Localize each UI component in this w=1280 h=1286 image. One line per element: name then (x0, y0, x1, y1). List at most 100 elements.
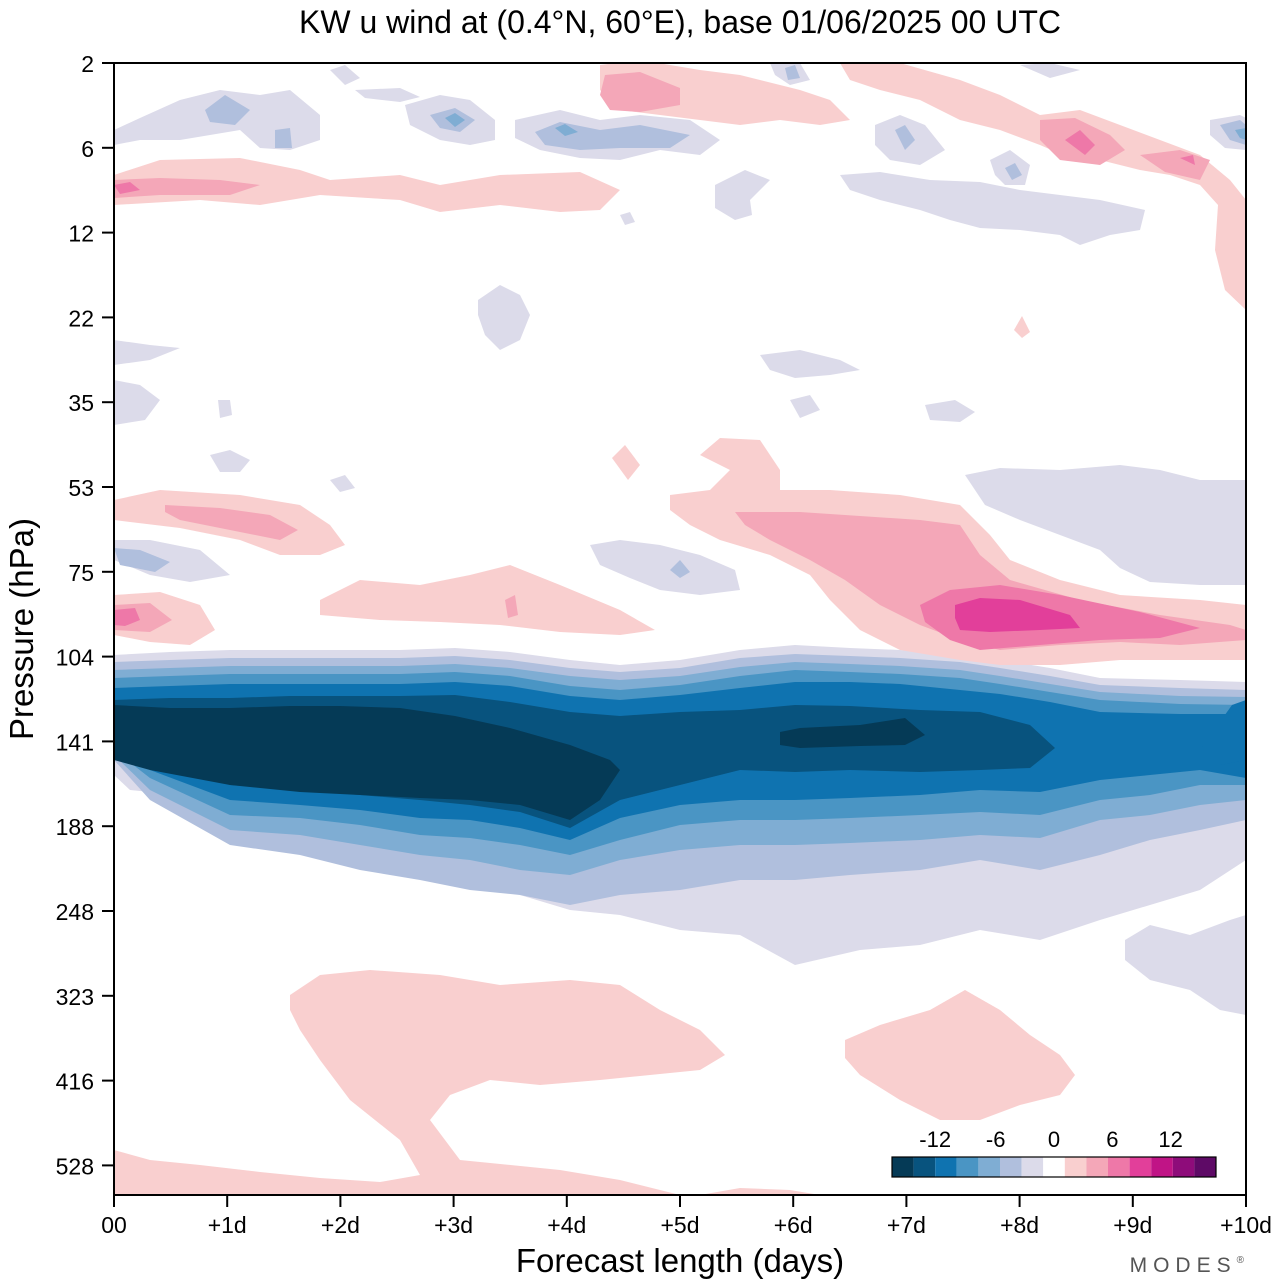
contour-fill-20 (612, 445, 640, 480)
x-tick-label: +10d (1220, 1212, 1272, 1238)
contour-fill-25 (600, 72, 680, 112)
contour-fill-57 (1020, 63, 1080, 78)
contour-fill-17 (600, 63, 850, 125)
colorbar-cell (1129, 1157, 1152, 1177)
colorbar: -12 -6 0 6 12 (891, 1127, 1217, 1178)
y-tick-label: 53 (68, 475, 94, 501)
y-tick-label: 416 (56, 1069, 94, 1095)
x-tick-label: 00 (101, 1212, 127, 1238)
colorbar-cell (1151, 1157, 1173, 1177)
y-axis-ticks: 2 6 12 22 35 53 75 104 141 188 248 323 416 528 (56, 51, 114, 1179)
colorbar-cell (1000, 1157, 1022, 1177)
brand-registered-mark: ® (1237, 1255, 1250, 1266)
contour-fill-53 (965, 465, 1246, 585)
contour-fill-14 (114, 970, 725, 1195)
colorbar-label: 12 (1158, 1127, 1182, 1152)
contour-fill-43 (478, 285, 530, 350)
brand-name: MODES (1130, 1254, 1237, 1277)
contour-fill-49 (210, 450, 250, 472)
y-tick-label: 22 (68, 305, 94, 331)
contour-fill-44 (114, 340, 180, 365)
y-tick-label: 35 (68, 390, 94, 416)
contour-fill-51 (114, 540, 230, 582)
contour-fill-33 (114, 182, 140, 194)
contour-fill-48 (925, 400, 975, 422)
contour-fill-55 (330, 65, 360, 85)
contour-fill-60 (620, 212, 635, 225)
contour-fill-66 (1220, 120, 1246, 145)
colorbar-cell (978, 1157, 1000, 1177)
colorbar-cell (1108, 1157, 1130, 1177)
y-tick-label: 2 (81, 51, 94, 77)
contour-fill-9 (114, 158, 620, 212)
contour-fill-67 (275, 128, 292, 148)
contour-fill-47 (790, 395, 820, 418)
contour-fill-64 (895, 125, 915, 150)
colorbar-cell (956, 1157, 979, 1177)
y-tick-label: 6 (81, 136, 94, 162)
x-tick-label: +6d (774, 1212, 813, 1238)
colorbar-cell (1021, 1157, 1044, 1177)
contour-fill-41 (715, 170, 770, 220)
colorbar-label: 6 (1106, 1127, 1118, 1152)
contour-fill-45 (114, 380, 160, 425)
colorbar-label: 0 (1048, 1127, 1060, 1152)
contour-fill-69 (670, 560, 690, 578)
x-axis-title: Forecast length (days) (516, 1242, 844, 1279)
y-axis-title: Pressure (hPa) (3, 518, 40, 740)
x-tick-label: +3d (434, 1212, 473, 1238)
contour-fill-34 (114, 608, 140, 626)
colorbar-cell (1172, 1157, 1195, 1177)
contour-fill-52 (590, 540, 740, 595)
contour-fill-54 (1125, 915, 1246, 1015)
contour-fill-73 (1235, 128, 1246, 140)
x-tick-label: +5d (660, 1212, 699, 1238)
x-tick-label: +2d (321, 1212, 360, 1238)
y-tick-label: 248 (56, 899, 94, 925)
x-tick-label: +1d (208, 1212, 247, 1238)
contour-fill-59 (218, 400, 232, 418)
contour-fill-62 (535, 122, 690, 150)
y-tick-label: 12 (68, 221, 94, 247)
contour-fill-50 (330, 475, 355, 492)
y-tick-label: 141 (56, 729, 94, 755)
colorbar-cell (1043, 1157, 1065, 1177)
contour-fill-19 (1014, 316, 1030, 338)
x-tick-label: +4d (547, 1212, 586, 1238)
contour-fill-32 (1180, 155, 1195, 165)
contour-fill-71 (445, 113, 465, 127)
y-tick-label: 104 (56, 645, 95, 671)
contour-fill-30 (955, 598, 1080, 632)
plot-area (114, 63, 1246, 1195)
y-tick-label: 188 (56, 814, 94, 840)
contour-fill-28 (505, 595, 518, 618)
contour-fill-56 (355, 88, 420, 102)
colorbar-cell (1194, 1157, 1216, 1177)
x-tick-label: +8d (1000, 1212, 1039, 1238)
y-tick-label: 323 (56, 984, 94, 1010)
contour-fill-46 (760, 350, 860, 378)
contour-fills (114, 63, 1246, 1195)
contour-fill-61 (205, 95, 250, 125)
colorbar-frame (891, 1156, 1217, 1178)
contour-fill-8 (1200, 700, 1246, 765)
colorbar-label: -6 (986, 1127, 1006, 1152)
y-tick-label: 75 (68, 560, 94, 586)
contour-fill-7 (780, 718, 925, 748)
contour-fill-16 (700, 1188, 820, 1195)
contour-fill-12 (320, 565, 655, 635)
chart-title: KW u wind at (0.4°N, 60°E), base 01/06/2… (299, 4, 1061, 40)
contour-fill-6 (114, 705, 620, 820)
colorbar-label: -12 (919, 1127, 951, 1152)
y-tick-label: 528 (56, 1153, 94, 1179)
x-tick-label: +7d (887, 1212, 926, 1238)
colorbar-cell (892, 1157, 914, 1177)
colorbar-cell (913, 1157, 936, 1177)
contour-fill-72 (555, 124, 578, 136)
x-axis-ticks: 00 +1d +2d +3d +4d +5d +6d +7d +8d +9d +10d (101, 1195, 1272, 1238)
modes-logo: MODES® (1130, 1254, 1250, 1277)
contour-fill-70 (785, 65, 800, 80)
contour-fill-68 (114, 548, 170, 572)
colorbar-cell (1064, 1157, 1087, 1177)
